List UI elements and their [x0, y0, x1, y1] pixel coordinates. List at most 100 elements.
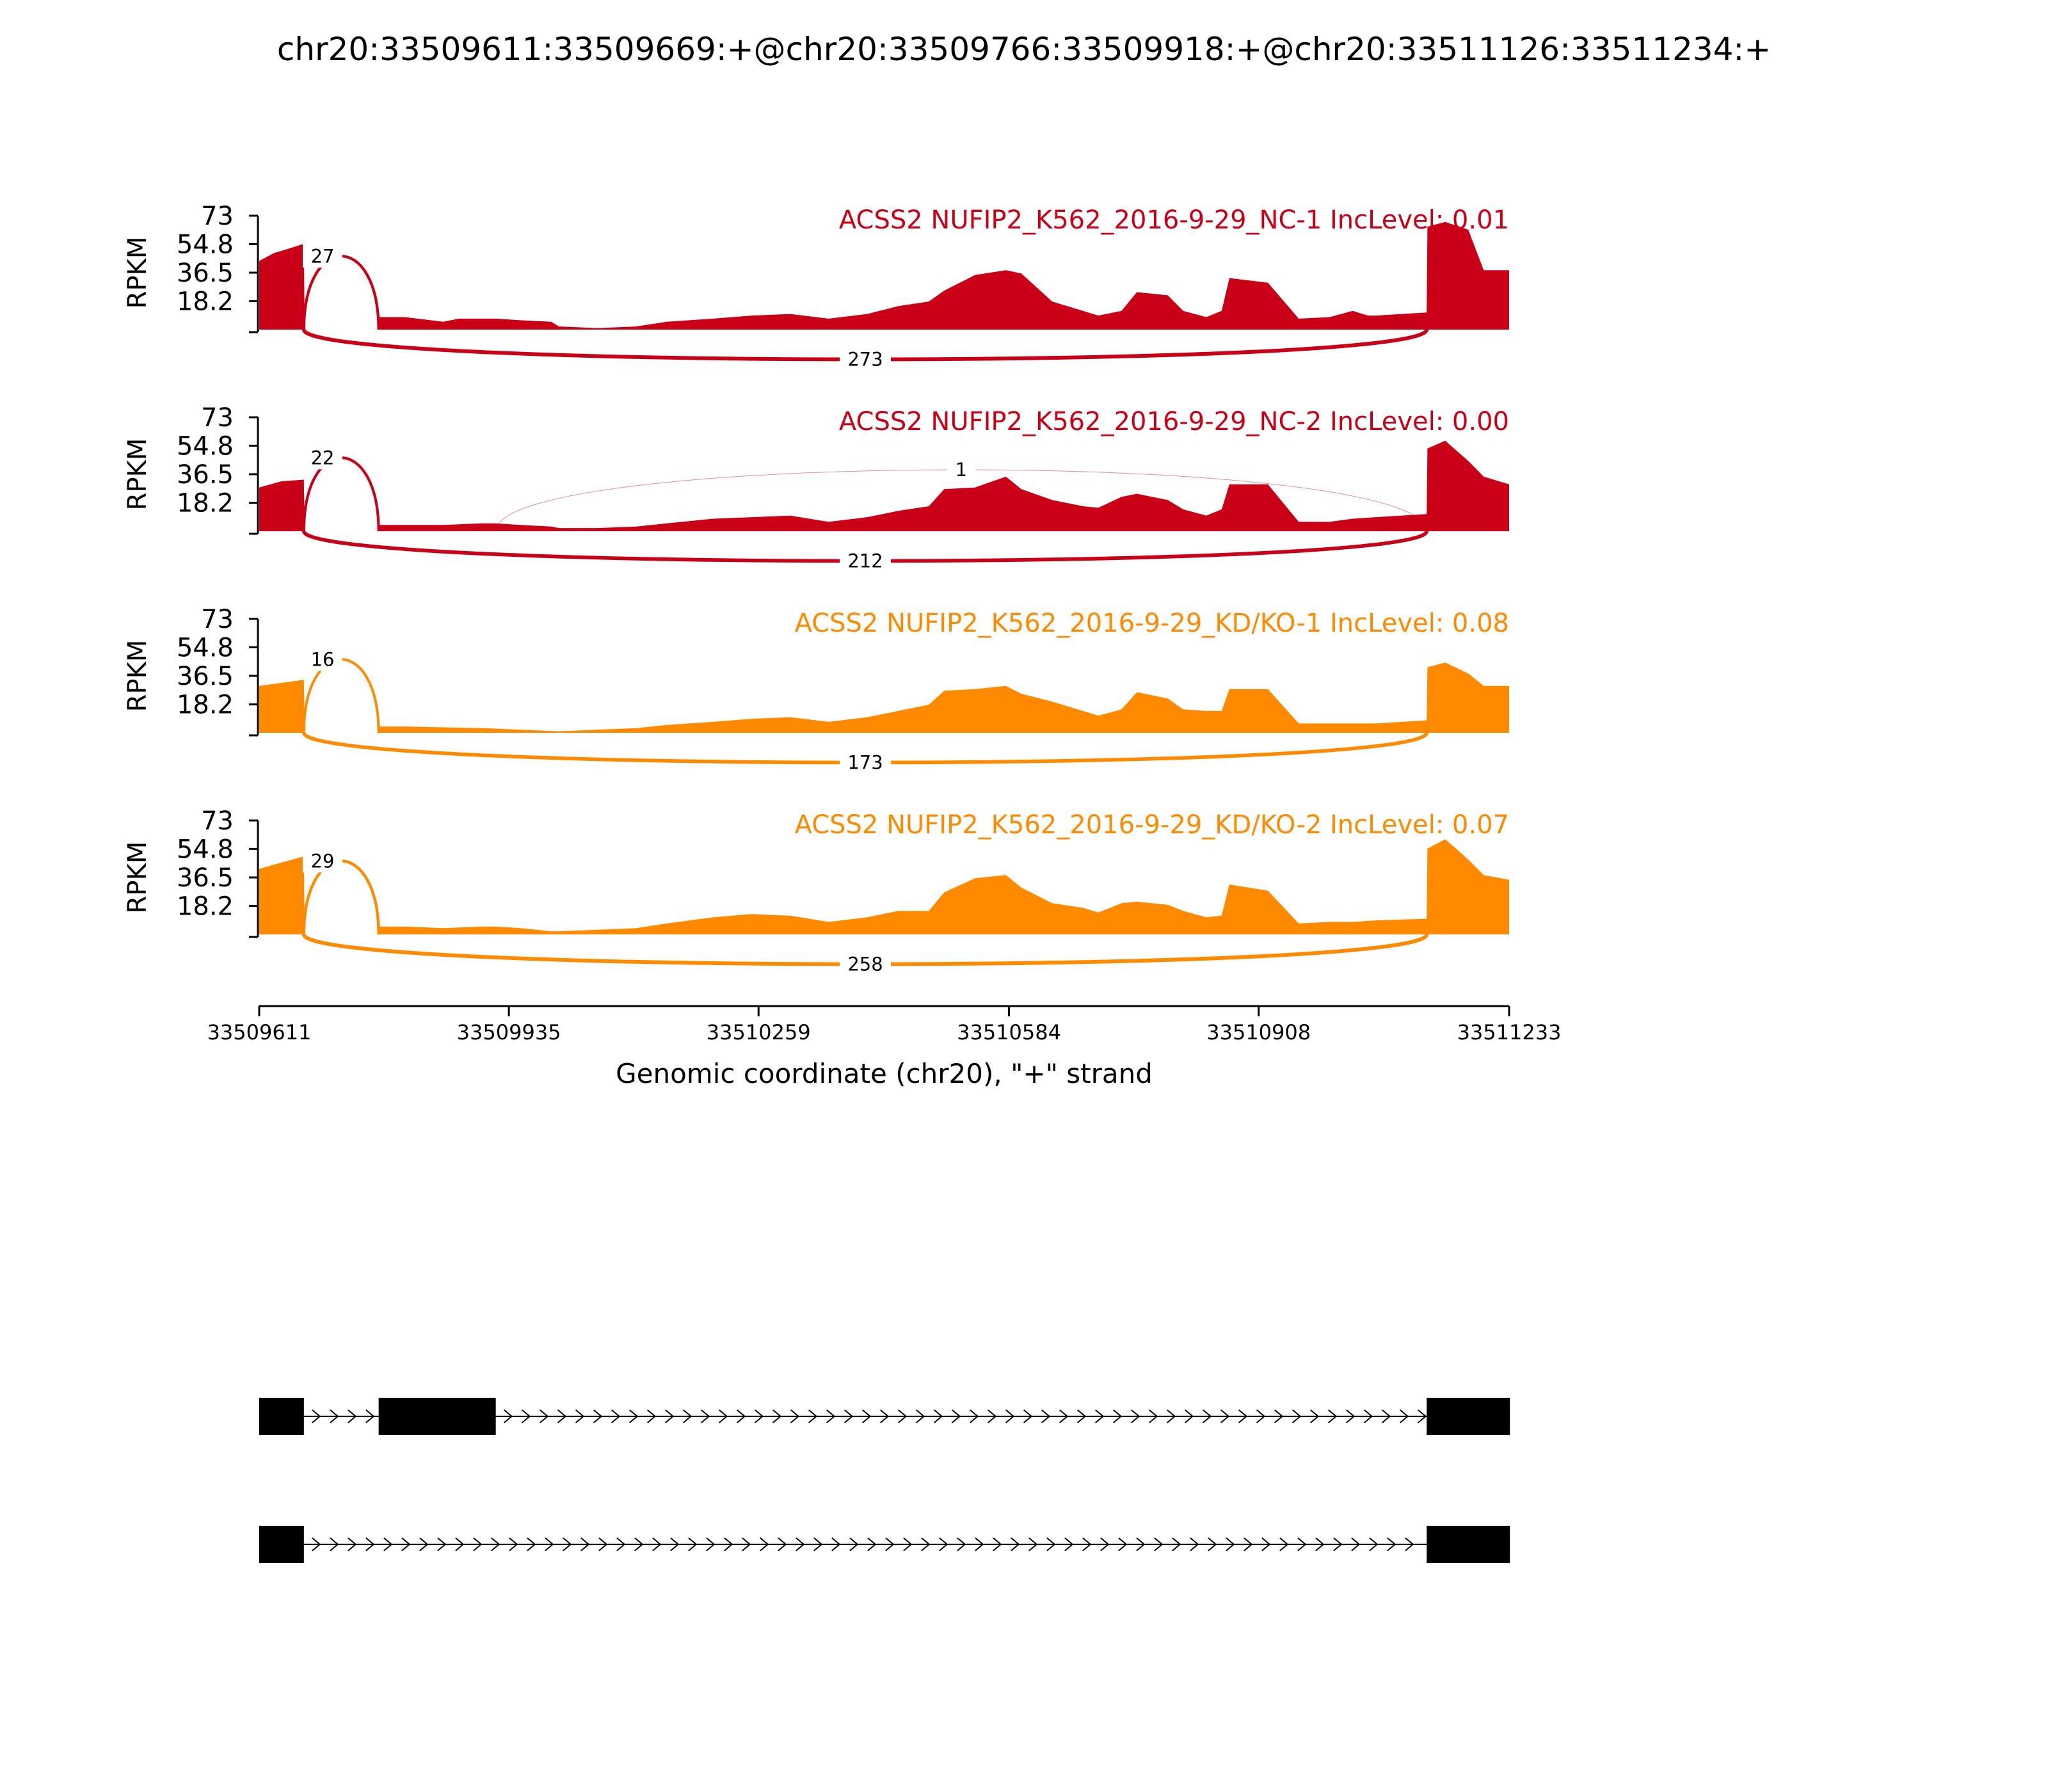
- junction-label-bg: [840, 548, 892, 573]
- strand-arrow: [880, 1409, 890, 1423]
- strand-arrow: [647, 1409, 657, 1423]
- strand-arrow: [1005, 1409, 1015, 1423]
- strand-arrow: [831, 1537, 841, 1551]
- strand-arrow: [670, 1537, 680, 1551]
- strand-arrow: [719, 1409, 728, 1423]
- y-tick-label: 18.2: [177, 892, 234, 922]
- strand-arrow: [844, 1409, 854, 1423]
- junction-count-label: 16: [311, 648, 335, 670]
- strand-arrow: [522, 1409, 531, 1423]
- strand-arrow: [665, 1409, 675, 1423]
- strand-arrow: [993, 1537, 1002, 1551]
- y-tick-label: 73: [201, 806, 234, 836]
- strand-arrow: [1364, 1409, 1373, 1423]
- y-tick-label: 18.2: [177, 691, 234, 720]
- strand-arrow: [1315, 1537, 1325, 1551]
- strand-arrow: [1113, 1409, 1123, 1423]
- x-tick-label: 33509611: [207, 1020, 312, 1044]
- strand-arrow: [1208, 1537, 1217, 1551]
- strand-arrow: [724, 1537, 733, 1551]
- strand-arrow: [383, 1537, 393, 1551]
- strand-arrow: [401, 1537, 411, 1551]
- strand-arrow: [593, 1409, 603, 1423]
- strand-arrow: [1203, 1409, 1212, 1423]
- strand-arrow: [796, 1537, 805, 1551]
- strand-arrow: [1346, 1409, 1356, 1423]
- strand-arrow: [509, 1537, 518, 1551]
- strand-arrow: [903, 1537, 913, 1551]
- junction-count-label: 27: [311, 245, 335, 267]
- strand-arrow: [988, 1409, 997, 1423]
- strand-arrow: [557, 1409, 567, 1423]
- x-tick-label: 33510584: [957, 1020, 1061, 1044]
- strand-arrow: [898, 1409, 908, 1423]
- strand-arrow: [813, 1537, 823, 1551]
- strand-arrow: [1256, 1409, 1266, 1423]
- strand-arrow: [1387, 1537, 1396, 1551]
- junction-count-label: 22: [311, 447, 335, 468]
- y-tick-label: 36.5: [177, 863, 234, 893]
- strand-arrow: [1100, 1537, 1110, 1551]
- strand-arrow: [419, 1537, 429, 1551]
- strand-arrow: [790, 1409, 800, 1423]
- strand-arrow: [312, 1537, 321, 1551]
- strand-arrow: [1405, 1537, 1414, 1551]
- junction-label-bg: [303, 848, 343, 873]
- isoform-1: [259, 1398, 1510, 1435]
- junction-count-label: 29: [311, 850, 335, 872]
- strand-arrow: [755, 1409, 764, 1423]
- strand-arrow: [1082, 1537, 1092, 1551]
- coverage-area: [259, 440, 1509, 531]
- junction-label-bg: [303, 646, 343, 671]
- strand-arrow: [527, 1537, 536, 1551]
- strand-arrow: [1400, 1409, 1409, 1423]
- strand-arrow: [1292, 1409, 1302, 1423]
- strand-arrow: [473, 1537, 483, 1551]
- y-tick-label: 54.8: [177, 431, 234, 461]
- strand-arrow: [491, 1537, 500, 1551]
- strand-arrow: [737, 1409, 746, 1423]
- coverage-area: [259, 839, 1509, 934]
- strand-arrow: [970, 1409, 979, 1423]
- strand-arrow: [1172, 1537, 1181, 1551]
- strand-arrow: [1154, 1537, 1164, 1551]
- strand-arrow: [1351, 1537, 1361, 1551]
- track-label: ACSS2 NUFIP2_K562_2016-9-29_NC-2 IncLeve…: [839, 407, 1509, 436]
- strand-arrow: [1220, 1409, 1230, 1423]
- junction-label-bg: [840, 749, 892, 774]
- strand-arrow: [598, 1537, 608, 1551]
- strand-arrow: [1077, 1409, 1087, 1423]
- isoform-2: [259, 1526, 1510, 1563]
- y-tick-label: 18.2: [177, 287, 234, 317]
- strand-arrow: [975, 1537, 984, 1551]
- strand-arrow: [330, 1537, 339, 1551]
- strand-arrow: [545, 1537, 554, 1551]
- strand-arrow: [1328, 1409, 1338, 1423]
- isoform-panel: [259, 1398, 1510, 1563]
- x-tick-label: 33509935: [457, 1020, 561, 1044]
- strand-arrow: [1136, 1537, 1146, 1551]
- strand-arrow: [575, 1409, 585, 1423]
- strand-arrow: [365, 1537, 375, 1551]
- strand-arrow: [1059, 1409, 1069, 1423]
- track-label: ACSS2 NUFIP2_K562_2016-9-29_NC-1 IncLeve…: [839, 205, 1509, 235]
- strand-arrow: [1274, 1409, 1284, 1423]
- strand-arrow: [1046, 1537, 1056, 1551]
- strand-arrow: [1041, 1409, 1051, 1423]
- exon-block: [1427, 1526, 1510, 1563]
- exon-block: [259, 1526, 304, 1563]
- strand-arrow: [1028, 1537, 1038, 1551]
- strand-arrow: [1418, 1409, 1427, 1423]
- y-tick-label: 54.8: [177, 835, 234, 864]
- strand-arrow: [760, 1537, 769, 1551]
- x-axis: 33509611 33509935 33510259 33510584 33510908…: [207, 1005, 1561, 1089]
- y-tick-label: 73: [201, 605, 234, 634]
- y-tick-label: 73: [201, 202, 234, 231]
- exon-block: [1427, 1398, 1510, 1435]
- strand-arrow: [688, 1537, 698, 1551]
- strand-arrow: [1185, 1409, 1194, 1423]
- strand-arrow: [348, 1537, 357, 1551]
- strand-arrow: [957, 1537, 966, 1551]
